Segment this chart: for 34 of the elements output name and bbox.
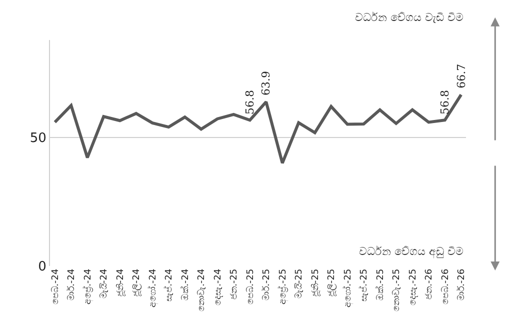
x-tick-label: සැප්.-25 [358, 268, 370, 302]
x-tick-label: ජූලි-25 [327, 268, 338, 297]
data-label: 56.8 [438, 90, 452, 115]
x-tick-label: ජන.-26 [424, 268, 435, 300]
x-tick-label: ජන.-25 [230, 268, 240, 300]
data-label: 63.9 [260, 71, 273, 96]
x-tick-label: මැයි-25 [294, 268, 305, 299]
text: වර්ධන වේගය වැඩි වීම [355, 11, 464, 24]
x-tick-label: පෙබ.-26 [440, 268, 451, 304]
x-tick-label: නොවැ.-24 [197, 268, 208, 312]
x-tick-label: දෙසැ.-25 [408, 268, 418, 306]
x-tick-label: ඔක්.-24 [180, 268, 191, 300]
x-tick-label: පෙබ.-24 [50, 268, 61, 304]
data-label: 56.8 [243, 90, 256, 115]
x-tick-label: ඔක්.-25 [374, 268, 386, 300]
x-tick-label: මාර්.-25 [261, 268, 272, 300]
data-label: 66.7 [454, 64, 468, 88]
x-tick-label: අප්‍රේ.-25 [277, 268, 288, 304]
x-tick-label: ජූනි-25 [310, 268, 321, 297]
x-tick-label: ජූලි-24 [132, 268, 142, 297]
x-tick-label: දෙසැ.-24 [213, 268, 224, 306]
x-tick-label: ජූනි-24 [114, 268, 126, 297]
x-tick-label: නොවැ.-25 [392, 268, 402, 312]
x-tick-label: අප්‍රේ.-24 [82, 268, 94, 304]
x-tick-label: සැප්.-24 [164, 268, 175, 302]
y-tick-label: 50 [30, 131, 46, 146]
x-tick-label: මැයි-24 [98, 268, 110, 299]
x-tick-label: මාර්.-24 [66, 268, 78, 300]
y-tick-label: 0 [38, 260, 46, 275]
annotation: වර්ධන වේගය අඩු වීම [359, 245, 464, 259]
x-tick-label: අගෝ.-25 [342, 268, 354, 308]
x-tick-label: පෙබ.-25 [246, 268, 256, 304]
x-tick-label: මාර්.-26 [456, 268, 468, 300]
x-tick-label: අගෝ.-24 [147, 268, 158, 308]
